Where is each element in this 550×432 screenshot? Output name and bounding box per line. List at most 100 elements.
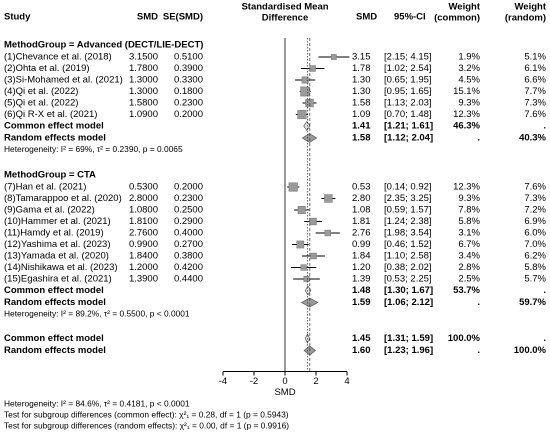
ci-value: [1.30; 1.67] — [384, 285, 433, 296]
weight-common: 9.3% — [458, 193, 480, 204]
weight-common: 7.8% — [458, 205, 480, 216]
smd-value: 1.08 — [352, 205, 371, 216]
smd-input: 1.3000 — [129, 75, 158, 86]
study-square — [310, 252, 317, 260]
smd-value: 1.41 — [352, 121, 371, 132]
study-name: (11)Hamdy et al. (2019) — [4, 228, 104, 239]
smd-value: 2.76 — [352, 228, 371, 239]
study-name: (7)Han et al. (2021) — [4, 182, 86, 193]
footer-note: Heterogeneity: I² = 84.6%, τ² = 0.4181, … — [4, 399, 190, 409]
study-square — [330, 54, 337, 60]
smd-input: 1.0800 — [129, 205, 158, 216]
study-square — [288, 182, 298, 192]
ci-value: [1.24; 2.38] — [384, 216, 432, 227]
study-square — [303, 275, 310, 283]
se-input: 0.2500 — [174, 205, 203, 216]
x-tick-label: 4 — [344, 376, 349, 387]
header: Study — [4, 12, 31, 23]
weight-random: 59.7% — [519, 297, 546, 308]
weight-random: 7.6% — [524, 109, 546, 120]
weight-random: 6.6% — [524, 75, 546, 86]
smd-input: 2.8000 — [129, 193, 158, 204]
x-axis-label: SMD — [274, 387, 295, 398]
x-tick-label: -4 — [219, 376, 227, 387]
header: Weight — [515, 2, 547, 13]
smd-input: 0.9900 — [129, 239, 158, 250]
smd-value: 1.78 — [352, 63, 371, 74]
smd-value: 1.81 — [352, 216, 371, 227]
weight-random: 6.2% — [524, 251, 546, 262]
study-name: (6)Qi R-X et al. (2021) — [4, 109, 97, 120]
weight-random: 7.3% — [524, 193, 546, 204]
study-name: (12)Yashima et al. (2023) — [4, 239, 111, 250]
summary-diamond — [300, 297, 319, 308]
heterogeneity: Heterogeneity: I² = 89.2%, τ² = 0.5500, … — [4, 309, 190, 319]
smd-value: 1.58 — [352, 98, 371, 109]
group-title: MethodGroup = CTA — [4, 170, 96, 181]
header: (random) — [505, 13, 546, 24]
heterogeneity: Heterogeneity: I² = 69%, τ² = 0.2390, p … — [4, 144, 183, 154]
footer-note: Test for subgroup differences (random ef… — [4, 421, 289, 431]
header: SMD — [356, 12, 377, 23]
weight-common: 12.3% — [453, 182, 480, 193]
header: 95%-CI — [394, 12, 426, 23]
study-name: (3)Si-Mohamed et al. (2021) — [4, 75, 123, 86]
weight-common: 2.5% — [458, 274, 480, 285]
weight-random: 6.9% — [524, 216, 546, 227]
se-input: 0.4400 — [174, 274, 203, 285]
weight-random: 7.6% — [524, 182, 546, 193]
smd-value: 2.80 — [352, 193, 371, 204]
weight-random: 5.8% — [524, 262, 546, 273]
weight-common: 3.4% — [458, 251, 480, 262]
weight-common: . — [477, 345, 480, 356]
weight-random: 6.1% — [524, 63, 546, 74]
ci-value: [0.95; 1.65] — [384, 86, 432, 97]
se-input: 0.5100 — [174, 52, 203, 63]
ci-value: [1.06; 2.12] — [384, 297, 433, 308]
weight-random: . — [543, 333, 546, 344]
weight-common: 53.7% — [453, 285, 480, 296]
study-square — [309, 217, 317, 226]
ci-value: [0.65; 1.95] — [384, 75, 432, 86]
weight-common: 2.8% — [458, 262, 480, 273]
study-square — [309, 65, 316, 72]
ci-value: [1.31; 1.59] — [384, 333, 433, 344]
ci-value: [0.38; 2.02] — [384, 262, 432, 273]
ci-value: [0.53; 2.25] — [384, 274, 432, 285]
study-name: (14)Nishikawa et al. (2023) — [4, 262, 118, 273]
weight-common: 4.5% — [458, 75, 480, 86]
study-name: (9)Gama et al. (2022) — [4, 205, 95, 216]
se-input: 0.4200 — [174, 262, 203, 273]
smd-input: 1.3000 — [129, 86, 158, 97]
smd-value: 1.30 — [352, 86, 371, 97]
ci-value: [1.02; 2.54] — [384, 63, 432, 74]
study-square — [324, 194, 333, 203]
smd-value: 1.84 — [352, 251, 371, 262]
smd-input: 1.0900 — [129, 109, 158, 120]
weight-random: 7.3% — [524, 98, 546, 109]
header: SMD — [137, 12, 158, 23]
weight-common: . — [477, 133, 480, 144]
header: Standardised Mean — [241, 2, 328, 13]
smd-input: 1.7800 — [129, 63, 158, 74]
ci-value: [2.15; 4.15] — [384, 52, 432, 63]
header: Weight — [449, 2, 481, 13]
weight-common: 1.9% — [458, 52, 480, 63]
study-square — [300, 86, 311, 97]
se-input: 0.2300 — [174, 193, 203, 204]
smd-input: 3.1500 — [129, 52, 158, 63]
study-square — [324, 229, 331, 237]
weight-random: 7.2% — [524, 205, 546, 216]
smd-input: 0.5300 — [129, 182, 158, 193]
study-name: (5)Qi et al. (2022) — [4, 98, 78, 109]
se-input: 0.3300 — [174, 75, 203, 86]
se-input: 0.2700 — [174, 239, 203, 250]
smd-input: 2.7600 — [129, 228, 158, 239]
weight-common: 46.3% — [453, 121, 480, 132]
smd-value: 1.59 — [352, 297, 371, 308]
smd-input: 1.5800 — [129, 98, 158, 109]
header: Difference — [262, 13, 308, 24]
ci-value: [1.12; 2.04] — [384, 133, 433, 144]
se-input: 0.2000 — [174, 109, 203, 120]
study-square — [301, 76, 309, 84]
